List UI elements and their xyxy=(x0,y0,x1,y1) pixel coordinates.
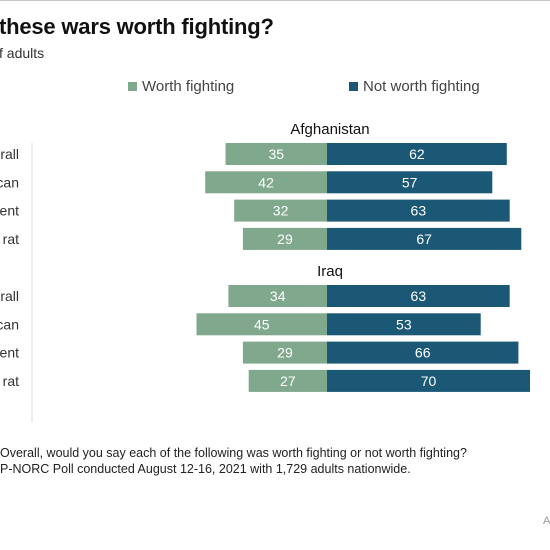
bar-not-worth-afghanistan xyxy=(327,227,522,250)
bar-not-worth-iraq xyxy=(327,313,481,336)
category-label: rat xyxy=(3,373,19,389)
credit-label: A xyxy=(543,515,550,527)
data-label-worth: 27 xyxy=(280,373,296,389)
legend-item-not-worth: Not worth fighting xyxy=(349,77,480,95)
bar-worth-iraq xyxy=(248,369,327,392)
category-label: can xyxy=(0,316,19,332)
bar-not-worth-afghanistan xyxy=(327,143,507,165)
category-label: ent xyxy=(0,345,19,361)
question-note: Overall, would you say each of the follo… xyxy=(0,446,467,460)
bar-worth-iraq xyxy=(242,341,327,364)
bar-not-worth-iraq xyxy=(327,341,519,364)
data-label-not-worth: 57 xyxy=(402,174,418,190)
legend-label-not-worth: Not worth fighting xyxy=(363,77,480,95)
chart-title: these wars worth fighting? xyxy=(0,14,274,39)
bar-worth-afghanistan xyxy=(242,227,327,250)
data-label-worth: 29 xyxy=(277,231,293,247)
data-label-not-worth: 63 xyxy=(411,288,427,304)
data-label-not-worth: 66 xyxy=(415,345,431,361)
category-label: rat xyxy=(3,231,19,247)
group-title-iraq: Iraq xyxy=(317,263,343,280)
data-label-worth: 29 xyxy=(277,345,293,361)
category-label: can xyxy=(0,174,19,190)
data-label-worth: 34 xyxy=(270,288,286,304)
bar-worth-afghanistan xyxy=(205,171,327,194)
top-divider xyxy=(0,0,550,1)
legend-swatch-not-worth xyxy=(349,81,358,91)
data-label-worth: 35 xyxy=(268,146,284,162)
category-label: rall xyxy=(0,146,19,162)
bar-worth-afghanistan xyxy=(225,143,327,165)
data-label-worth: 32 xyxy=(273,203,289,219)
bar-not-worth-afghanistan xyxy=(327,199,510,222)
category-label: rall xyxy=(0,288,19,304)
data-label-not-worth: 70 xyxy=(421,373,437,389)
data-label-worth: 45 xyxy=(254,316,270,332)
category-label: ent xyxy=(0,203,19,219)
bar-worth-iraq xyxy=(196,313,327,336)
chart-subtitle: f adults xyxy=(0,45,45,61)
legend-label-worth: Worth fighting xyxy=(142,77,235,95)
legend-swatch-worth xyxy=(128,81,137,91)
data-label-not-worth: 63 xyxy=(411,203,427,219)
data-label-worth: 42 xyxy=(258,174,274,190)
bar-not-worth-iraq xyxy=(327,369,530,392)
data-label-not-worth: 62 xyxy=(409,146,425,162)
bar-not-worth-afghanistan xyxy=(327,171,493,194)
group-title-afghanistan: Afghanistan xyxy=(290,121,369,138)
legend-item-worth: Worth fighting xyxy=(128,77,234,95)
source-note: P-NORC Poll conducted August 12-16, 2021… xyxy=(0,462,411,476)
data-label-not-worth: 53 xyxy=(396,316,412,332)
bar-not-worth-iraq xyxy=(327,285,510,307)
data-label-not-worth: 67 xyxy=(416,231,432,247)
bar-worth-afghanistan xyxy=(234,199,327,222)
bar-worth-iraq xyxy=(228,285,327,307)
